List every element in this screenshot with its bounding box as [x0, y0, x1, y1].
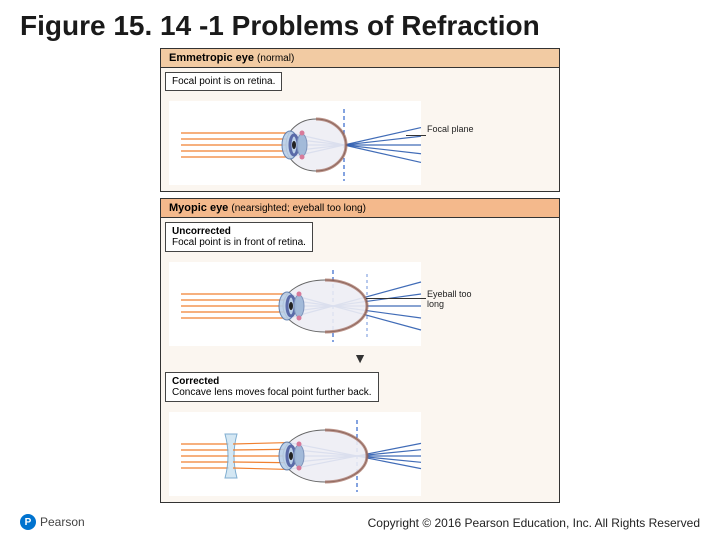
header-name: Myopic eye	[169, 202, 228, 214]
eye-diagram-svg	[161, 406, 461, 502]
panel-header-emmetropic: Emmetropic eye (normal)	[161, 49, 559, 68]
caption-text: Focal point is in front of retina.	[172, 237, 306, 248]
diagram-emmetropic: Focal plane	[161, 95, 559, 191]
annot-eyeball-long: Eyeball too long	[427, 290, 477, 310]
header-paren: (normal)	[257, 53, 294, 64]
panel-header-myopic: Myopic eye (nearsighted; eyeball too lon…	[161, 199, 559, 218]
caption-lead: Uncorrected	[172, 226, 231, 237]
annot-focal-plane: Focal plane	[427, 125, 477, 135]
arrow-down-icon: ▼	[161, 350, 559, 366]
caption-myopic-corrected: Corrected Concave lens moves focal point…	[165, 372, 379, 402]
annot-leader-line	[366, 298, 426, 299]
pearson-logo: P Pearson	[20, 514, 85, 530]
pearson-logo-text: Pearson	[40, 515, 85, 529]
diagram-myopic-corrected	[161, 406, 559, 502]
eye-diagram-svg	[161, 256, 461, 352]
caption-emmetropic: Focal point is on retina.	[165, 72, 282, 91]
caption-myopic-uncorrected: Uncorrected Focal point is in front of r…	[165, 222, 313, 252]
figure-area: Emmetropic eye (normal) Focal point is o…	[160, 48, 560, 503]
panel-myopic: Myopic eye (nearsighted; eyeball too lon…	[160, 198, 560, 503]
header-name: Emmetropic eye	[169, 52, 254, 64]
page-title: Figure 15. 14 -1 Problems of Refraction	[0, 0, 720, 48]
caption-text: Focal point is on retina.	[172, 76, 275, 87]
panel-emmetropic: Emmetropic eye (normal) Focal point is o…	[160, 48, 560, 192]
diagram-myopic-uncorrected: Eyeball too long	[161, 256, 559, 352]
caption-lead: Corrected	[172, 376, 219, 387]
header-paren: (nearsighted; eyeball too long)	[231, 203, 366, 214]
pearson-logo-icon: P	[20, 514, 36, 530]
copyright-text: Copyright © 2016 Pearson Education, Inc.…	[368, 516, 700, 530]
eye-diagram-svg	[161, 95, 461, 191]
caption-text: Concave lens moves focal point further b…	[172, 387, 372, 398]
annot-leader-line	[406, 135, 426, 136]
